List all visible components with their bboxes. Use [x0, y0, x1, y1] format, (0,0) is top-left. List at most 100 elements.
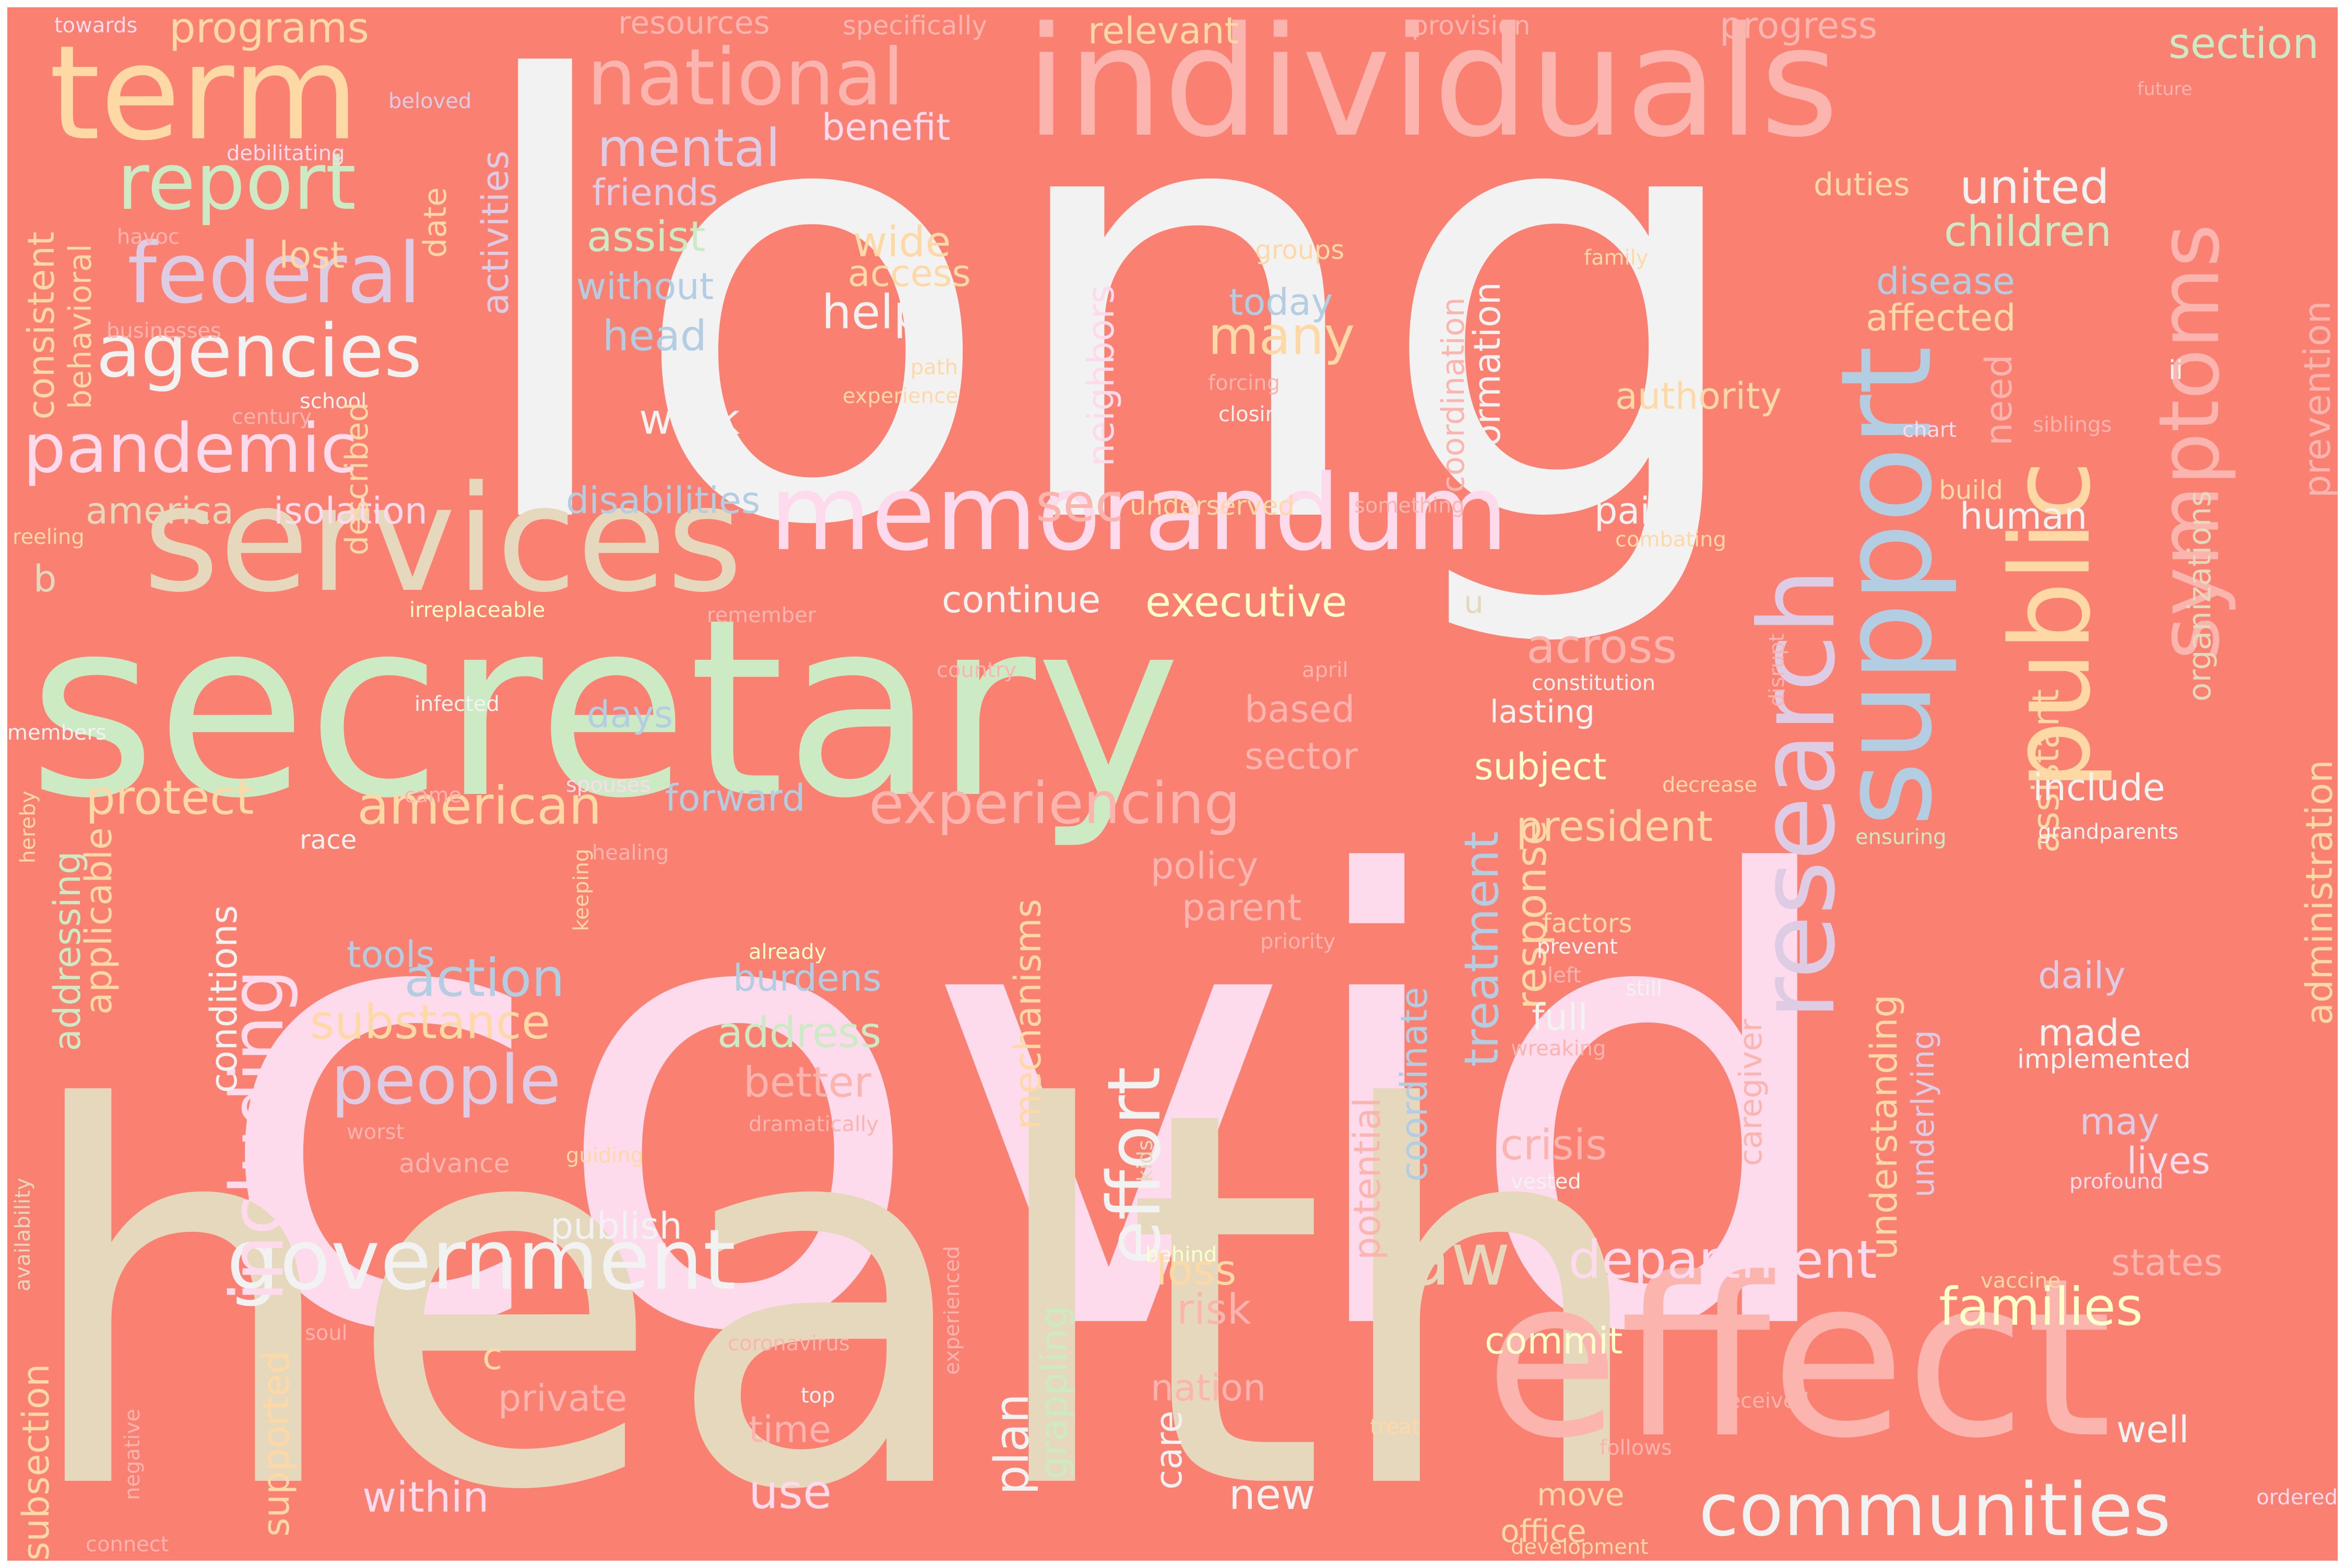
word-april: april — [1302, 658, 1348, 682]
word-advance: advance — [399, 1148, 510, 1179]
word-already: already — [749, 940, 827, 964]
word-supported: supported — [255, 1350, 298, 1537]
word-disrupt: disrupt — [1765, 633, 1789, 707]
word-include: include — [2033, 766, 2165, 809]
word-relevant: relevant — [1088, 9, 1239, 52]
word-human: human — [1960, 495, 2088, 538]
word-daily: daily — [2038, 954, 2126, 997]
word-united: united — [1960, 160, 2110, 215]
word-irreplaceable: irreplaceable — [409, 598, 546, 622]
word-work: work — [639, 395, 740, 444]
word-well: well — [2116, 1408, 2189, 1451]
word-across: across — [1526, 619, 1677, 674]
word-services: services — [143, 455, 743, 625]
word-policy: policy — [1151, 845, 1259, 887]
word-negative: negative — [121, 1409, 145, 1500]
word-development: development — [1511, 1535, 1649, 1559]
word-provision: provision — [1412, 10, 1531, 41]
word-pandemic: pandemic — [23, 409, 358, 488]
word-date: date — [417, 187, 454, 258]
word-america: america — [86, 490, 234, 532]
word-top: top — [801, 1384, 835, 1408]
word-secretary: secretary — [28, 566, 1181, 852]
word-new: new — [1229, 1470, 1316, 1519]
word-subject: subject — [1474, 745, 1607, 788]
word-authority: authority — [1615, 375, 1782, 418]
word-states: states — [2111, 1241, 2223, 1284]
word-without: without — [576, 265, 714, 308]
word-havoc: havoc — [117, 225, 180, 249]
word-hereby: hereby — [16, 790, 40, 863]
word-century: century — [232, 405, 312, 429]
word-disease: disease — [1876, 260, 2015, 303]
word-effect: effect — [1485, 1231, 2112, 1487]
word-guiding: guiding — [566, 1144, 644, 1168]
word-american: american — [357, 775, 602, 836]
word-grappling: grappling — [1033, 1305, 1075, 1479]
word-combating: combating — [1615, 528, 1726, 552]
word-closing: closing — [1218, 402, 1292, 426]
word-groups: groups — [1255, 235, 1345, 265]
word-forward: forward — [665, 777, 806, 819]
word-president: president — [1516, 802, 1713, 851]
word-healing: healing — [592, 841, 669, 865]
word-debilitating: debilitating — [227, 141, 345, 165]
word-affected: affected — [1866, 296, 2016, 339]
word-c: c — [482, 1335, 503, 1378]
word-towards: towards — [54, 14, 138, 38]
word-profound: profound — [2069, 1170, 2164, 1194]
word-within: within — [362, 1473, 489, 1522]
word-reeling: reeling — [13, 525, 85, 549]
word-action: action — [404, 947, 565, 1008]
word-coordinate: coordinate — [1393, 987, 1436, 1182]
word-law: law — [1385, 1217, 1511, 1302]
word-publish: publish — [550, 1205, 682, 1248]
word-neighbors: neighbors — [1080, 284, 1122, 467]
word-federal: federal — [127, 224, 422, 322]
word-department: department — [1568, 1229, 1877, 1290]
word-individuals: individuals — [1025, 7, 1839, 171]
word-memorandum: memorandum — [769, 453, 1509, 574]
word-research: research — [1737, 568, 1858, 1020]
word-today: today — [1229, 281, 1333, 324]
word-need: need — [1977, 354, 2020, 446]
word-pain: pain — [1594, 490, 1674, 532]
word-mechanisms: mechanisms — [1006, 899, 1049, 1130]
word-came: came — [404, 783, 462, 807]
word-sector: sector — [1245, 735, 1358, 778]
word-caregiver: caregiver — [1733, 1019, 1769, 1166]
word-members: members — [7, 721, 106, 745]
word-agencies: agencies — [96, 309, 422, 394]
word-commit: commit — [1485, 1320, 1623, 1362]
word-vested: vested — [1511, 1170, 1581, 1194]
word-addressing: addressing — [46, 851, 89, 1051]
word-decrease: decrease — [1662, 773, 1758, 797]
word-government: government — [227, 1211, 736, 1309]
word-term: term — [49, 17, 359, 169]
word-report: report — [117, 137, 357, 228]
word-something: something — [1354, 494, 1465, 518]
word-move: move — [1537, 1477, 1625, 1513]
word-head: head — [602, 312, 707, 360]
word-dramatically: dramatically — [749, 1112, 879, 1136]
word-assist: assist — [587, 212, 706, 261]
word-benefit: benefit — [822, 106, 951, 149]
word-race: race — [300, 825, 357, 855]
word-coordination: coordination — [1435, 297, 1472, 493]
word-time: time — [749, 1408, 832, 1451]
word-private: private — [498, 1377, 627, 1420]
word-understanding: understanding — [1863, 994, 1905, 1260]
word-full: full — [1532, 996, 1588, 1039]
word-conditions: conditions — [203, 905, 245, 1093]
word-build: build — [1939, 475, 2003, 505]
word-businesses: businesses — [106, 319, 221, 343]
word-days: days — [587, 693, 673, 736]
word-experience: experience — [843, 384, 958, 408]
word-friends: friends — [592, 171, 718, 214]
word-communities: communities — [1699, 1468, 2171, 1553]
word-chart: chart — [1902, 418, 1957, 442]
word-national: national — [587, 32, 904, 123]
word-duties: duties — [1814, 167, 1910, 203]
word-constitution: constitution — [1532, 671, 1656, 695]
word-infected: infected — [414, 692, 500, 716]
